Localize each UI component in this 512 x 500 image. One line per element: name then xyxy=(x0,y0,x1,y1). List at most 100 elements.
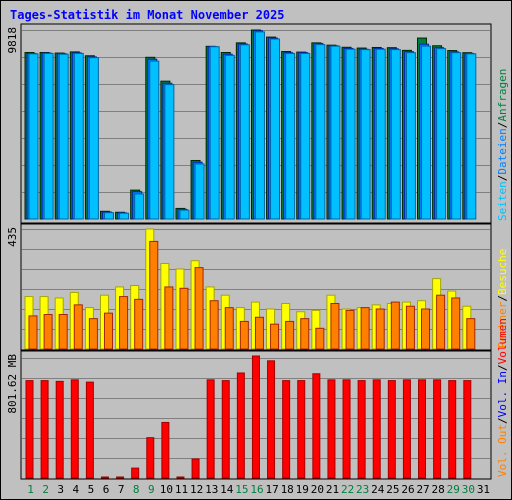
bar-rechner-day-19 xyxy=(300,318,310,350)
bar-seiten-day-14 xyxy=(224,54,235,220)
bar-volumen-day-24 xyxy=(372,379,381,479)
bar-volumen-day-9 xyxy=(146,437,155,479)
bar-rechner-day-20 xyxy=(315,327,325,350)
panel-top-bars xyxy=(24,29,477,220)
bar-rechner-day-23 xyxy=(360,307,370,350)
bar-volumen-day-22 xyxy=(342,379,351,479)
bar-seiten-day-10 xyxy=(164,84,175,220)
bar-seiten-day-5 xyxy=(88,57,99,220)
bar-volumen-day-25 xyxy=(387,380,396,479)
x-tick-label-5: 5 xyxy=(88,483,95,496)
bar-volumen-day-27 xyxy=(418,379,427,479)
bar-seiten-day-29 xyxy=(451,52,462,220)
x-tick-label-2: 2 xyxy=(42,483,49,496)
bar-volumen-day-23 xyxy=(357,380,366,479)
legend-rechner: Rechner xyxy=(496,301,509,348)
bar-seiten-day-26 xyxy=(405,52,416,220)
panel-bottom-ymax-label: 801.62 MB xyxy=(6,354,19,414)
x-tick-label-30: 30 xyxy=(462,483,475,496)
x-tick-label-11: 11 xyxy=(175,483,188,496)
bar-volumen-day-21 xyxy=(327,379,336,479)
bar-volumen-day-2 xyxy=(40,380,49,479)
x-tick-label-12: 12 xyxy=(190,483,203,496)
x-tick-label-10: 10 xyxy=(160,483,173,496)
bar-seiten-day-2 xyxy=(43,52,54,220)
bar-seiten-day-30 xyxy=(466,53,477,220)
bar-seiten-day-25 xyxy=(390,49,401,220)
bar-rechner-day-7 xyxy=(119,296,129,350)
x-tick-label-15: 15 xyxy=(235,483,248,496)
bar-seiten-day-23 xyxy=(360,49,371,220)
legend-separator: / xyxy=(496,122,509,129)
x-tick-label-26: 26 xyxy=(401,483,414,496)
x-tick-label-14: 14 xyxy=(220,483,234,496)
x-tick-label-4: 4 xyxy=(73,483,80,496)
bar-volumen-day-26 xyxy=(402,379,411,479)
bar-seiten-day-28 xyxy=(436,48,447,220)
bar-rechner-day-13 xyxy=(209,300,219,350)
bar-seiten-day-20 xyxy=(315,44,326,220)
bar-volumen-day-4 xyxy=(70,379,79,479)
bar-seiten-day-7 xyxy=(119,212,130,220)
x-tick-label-28: 28 xyxy=(432,483,445,496)
bar-volumen-day-15 xyxy=(236,372,245,479)
bar-volumen-day-8 xyxy=(131,467,140,479)
x-tick-label-29: 29 xyxy=(447,483,460,496)
bar-seiten-day-24 xyxy=(375,48,386,220)
bar-volumen-day-13 xyxy=(206,379,215,479)
legend-separator: / xyxy=(496,295,509,302)
bar-rechner-day-2 xyxy=(43,314,53,350)
x-tick-label-6: 6 xyxy=(103,483,110,496)
bar-rechner-day-21 xyxy=(330,302,340,350)
bar-seiten-day-6 xyxy=(103,212,114,220)
x-tick-label-1: 1 xyxy=(27,483,34,496)
bar-volumen-day-10 xyxy=(161,421,170,479)
bar-seiten-day-19 xyxy=(300,52,311,220)
bar-seiten-day-4 xyxy=(73,52,84,220)
bar-volumen-day-18 xyxy=(282,380,291,479)
bar-rechner-day-22 xyxy=(345,309,355,350)
x-tick-label-13: 13 xyxy=(205,483,218,496)
x-tick-label-21: 21 xyxy=(326,483,339,496)
bar-seiten-day-8 xyxy=(134,193,145,220)
x-tick-label-27: 27 xyxy=(416,483,429,496)
bar-rechner-day-26 xyxy=(405,305,415,350)
bar-rechner-day-9 xyxy=(149,240,159,350)
bar-seiten-day-22 xyxy=(345,48,356,220)
legend-volumen: Volumen xyxy=(496,318,509,364)
bar-seiten-day-27 xyxy=(421,45,432,220)
x-tick-label-8: 8 xyxy=(133,483,140,496)
bar-seiten-day-21 xyxy=(330,45,341,220)
legend-seiten: Seiten xyxy=(496,181,509,221)
bar-volumen-day-6 xyxy=(100,476,109,479)
x-tick-label-9: 9 xyxy=(148,483,155,496)
legend-vol-in: Vol. In xyxy=(496,371,509,417)
chart-title: Tages-Statistik im Monat November 2025 xyxy=(10,8,285,22)
bar-volumen-day-14 xyxy=(221,380,230,479)
legend-besuche: Besuche xyxy=(496,249,509,295)
bar-rechner-day-10 xyxy=(164,286,174,350)
x-tick-label-18: 18 xyxy=(281,483,294,496)
legend-separator: / xyxy=(496,364,509,371)
bar-rechner-day-1 xyxy=(28,315,38,350)
legend-anfragen: Anfragen xyxy=(496,69,509,122)
bar-volumen-day-19 xyxy=(297,380,306,479)
panel-middle-bars xyxy=(24,228,476,350)
x-tick-label-7: 7 xyxy=(118,483,125,496)
bar-seiten-day-18 xyxy=(285,52,296,220)
bar-volumen-day-1 xyxy=(25,380,34,479)
bar-rechner-day-17 xyxy=(270,323,280,350)
panel-bottom-bars xyxy=(25,355,472,479)
bar-seiten-day-11 xyxy=(179,209,190,220)
bar-seiten-day-16 xyxy=(254,31,265,220)
bar-seiten-day-17 xyxy=(270,38,281,220)
bar-seiten-day-15 xyxy=(239,44,250,220)
bar-rechner-day-4 xyxy=(73,304,83,350)
bar-rechner-day-24 xyxy=(375,308,385,350)
legend-separator: / xyxy=(496,175,509,182)
x-tick-label-22: 22 xyxy=(341,483,354,496)
bar-seiten-day-3 xyxy=(58,53,69,220)
bar-volumen-day-16 xyxy=(251,355,260,479)
